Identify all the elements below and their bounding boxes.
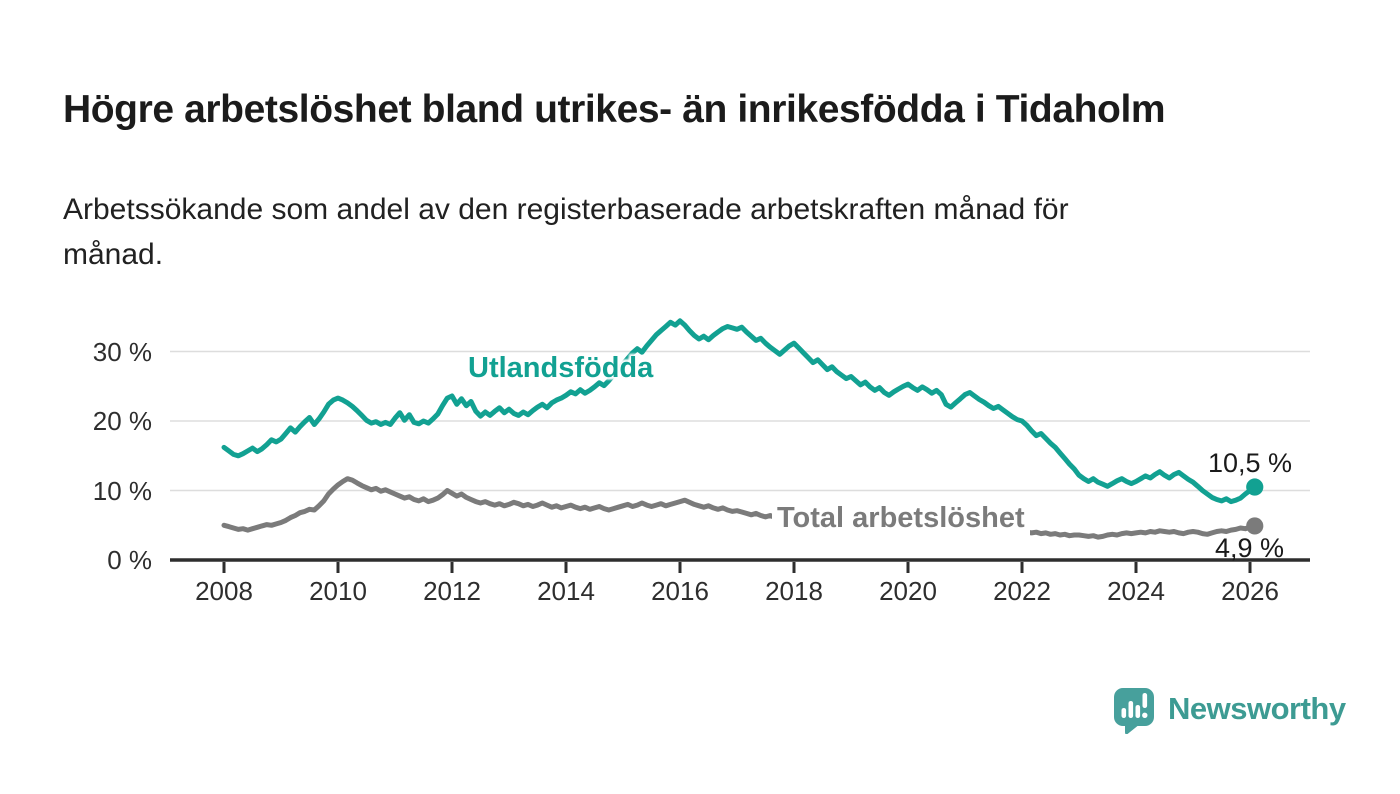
x-axis-label-2016: 2016: [651, 576, 709, 606]
x-axis-label-2012: 2012: [423, 576, 481, 606]
series-label-utlandsfodda: Utlandsfödda: [468, 352, 654, 384]
chart-subtitle: Arbetssökande som andel av den registerb…: [63, 187, 1069, 277]
series-label-total-arbetsloshet: Total arbetslöshet: [772, 501, 1030, 538]
newsworthy-logo: Newsworthy: [1112, 686, 1346, 734]
x-axis-label-2022: 2022: [993, 576, 1051, 606]
y-axis-label-10: 10 %: [92, 475, 152, 506]
series-line-utlandsfödda: [221, 318, 1258, 505]
x-axis-label-2008: 2008: [195, 576, 253, 606]
bar-chart-speech-bubble-icon: [1114, 688, 1154, 734]
chart-title: Högre arbetslöshet bland utrikes- än inr…: [63, 88, 1166, 132]
x-axis-label-2020: 2020: [879, 576, 937, 606]
y-axis-label-20: 20 %: [92, 406, 152, 436]
end-value-label-total: 4,9 %: [1214, 533, 1284, 563]
newsworthy-wordmark: Newsworthy: [1168, 691, 1346, 726]
chart-subtitle-line1: Arbetssökande som andel av den registerb…: [63, 193, 1069, 226]
x-axis-label-2014: 2014: [537, 576, 595, 606]
x-axis-label-2018: 2018: [765, 576, 823, 606]
chart-subtitle-line2: månad.: [63, 238, 164, 271]
series-end-dot: [1246, 478, 1264, 496]
y-axis-label-0: 0 %: [107, 545, 152, 575]
series-end-dot: [1246, 517, 1264, 535]
x-axis-label-2010: 2010: [309, 576, 367, 606]
x-axis-label-2026: 2026: [1221, 576, 1279, 606]
y-axis-label-30: 30 %: [92, 336, 152, 367]
x-axis-label-2024: 2024: [1107, 576, 1165, 606]
series-line-total-arbetslöshet: [221, 476, 1258, 540]
end-value-label-utlandsfodda: 10,5 %: [1207, 448, 1292, 478]
